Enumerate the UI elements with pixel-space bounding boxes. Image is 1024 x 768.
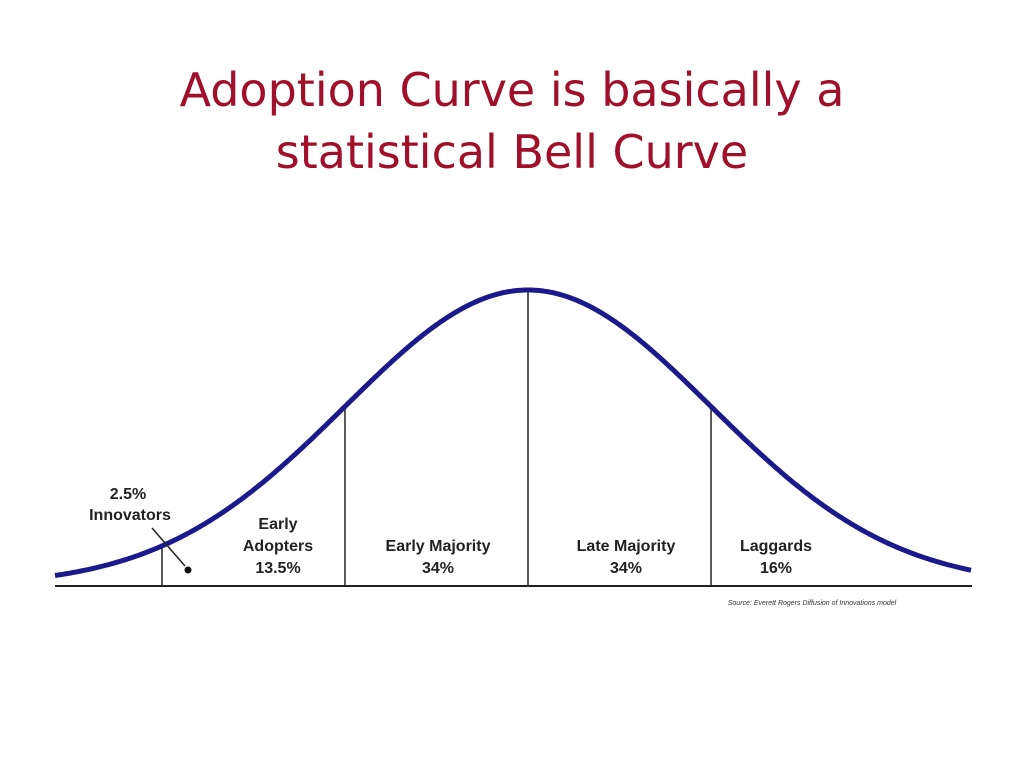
source-note: Source: Everett Rogers Diffusion of Inno… bbox=[728, 600, 897, 607]
laggards-value: 16% bbox=[760, 560, 792, 577]
innovators-annotation: 2.5% Innovators bbox=[89, 486, 192, 574]
innovators-name-label: Innovators bbox=[89, 507, 171, 524]
slide-title: Adoption Curve is basically a statistica… bbox=[0, 59, 1024, 183]
innovators-pointer-dot bbox=[184, 566, 192, 574]
early-adopters-line-1: Early bbox=[258, 516, 297, 533]
late-majority-value: 34% bbox=[610, 560, 642, 577]
innovators-pointer-line bbox=[151, 527, 186, 567]
segment-label-early-majority: Early Majority 34% bbox=[386, 538, 491, 577]
late-majority-name: Late Majority bbox=[577, 538, 676, 555]
segment-label-late-majority: Late Majority 34% bbox=[577, 538, 676, 577]
early-majority-value: 34% bbox=[422, 560, 454, 577]
laggards-name: Laggards bbox=[740, 538, 812, 555]
innovators-value-label: 2.5% bbox=[110, 486, 146, 503]
slide-title-line-2: statistical Bell Curve bbox=[275, 124, 749, 179]
segment-label-early-adopters: Early Adopters 13.5% bbox=[243, 516, 313, 577]
early-adopters-line-2: Adopters bbox=[243, 538, 313, 555]
segment-label-laggards: Laggards 16% bbox=[740, 538, 812, 577]
slide-title-line-1: Adoption Curve is basically a bbox=[179, 62, 845, 117]
bell-curve-line bbox=[54, 287, 972, 578]
early-majority-name: Early Majority bbox=[386, 538, 491, 555]
early-adopters-value: 13.5% bbox=[255, 560, 300, 577]
segment-dividers bbox=[161, 292, 712, 586]
